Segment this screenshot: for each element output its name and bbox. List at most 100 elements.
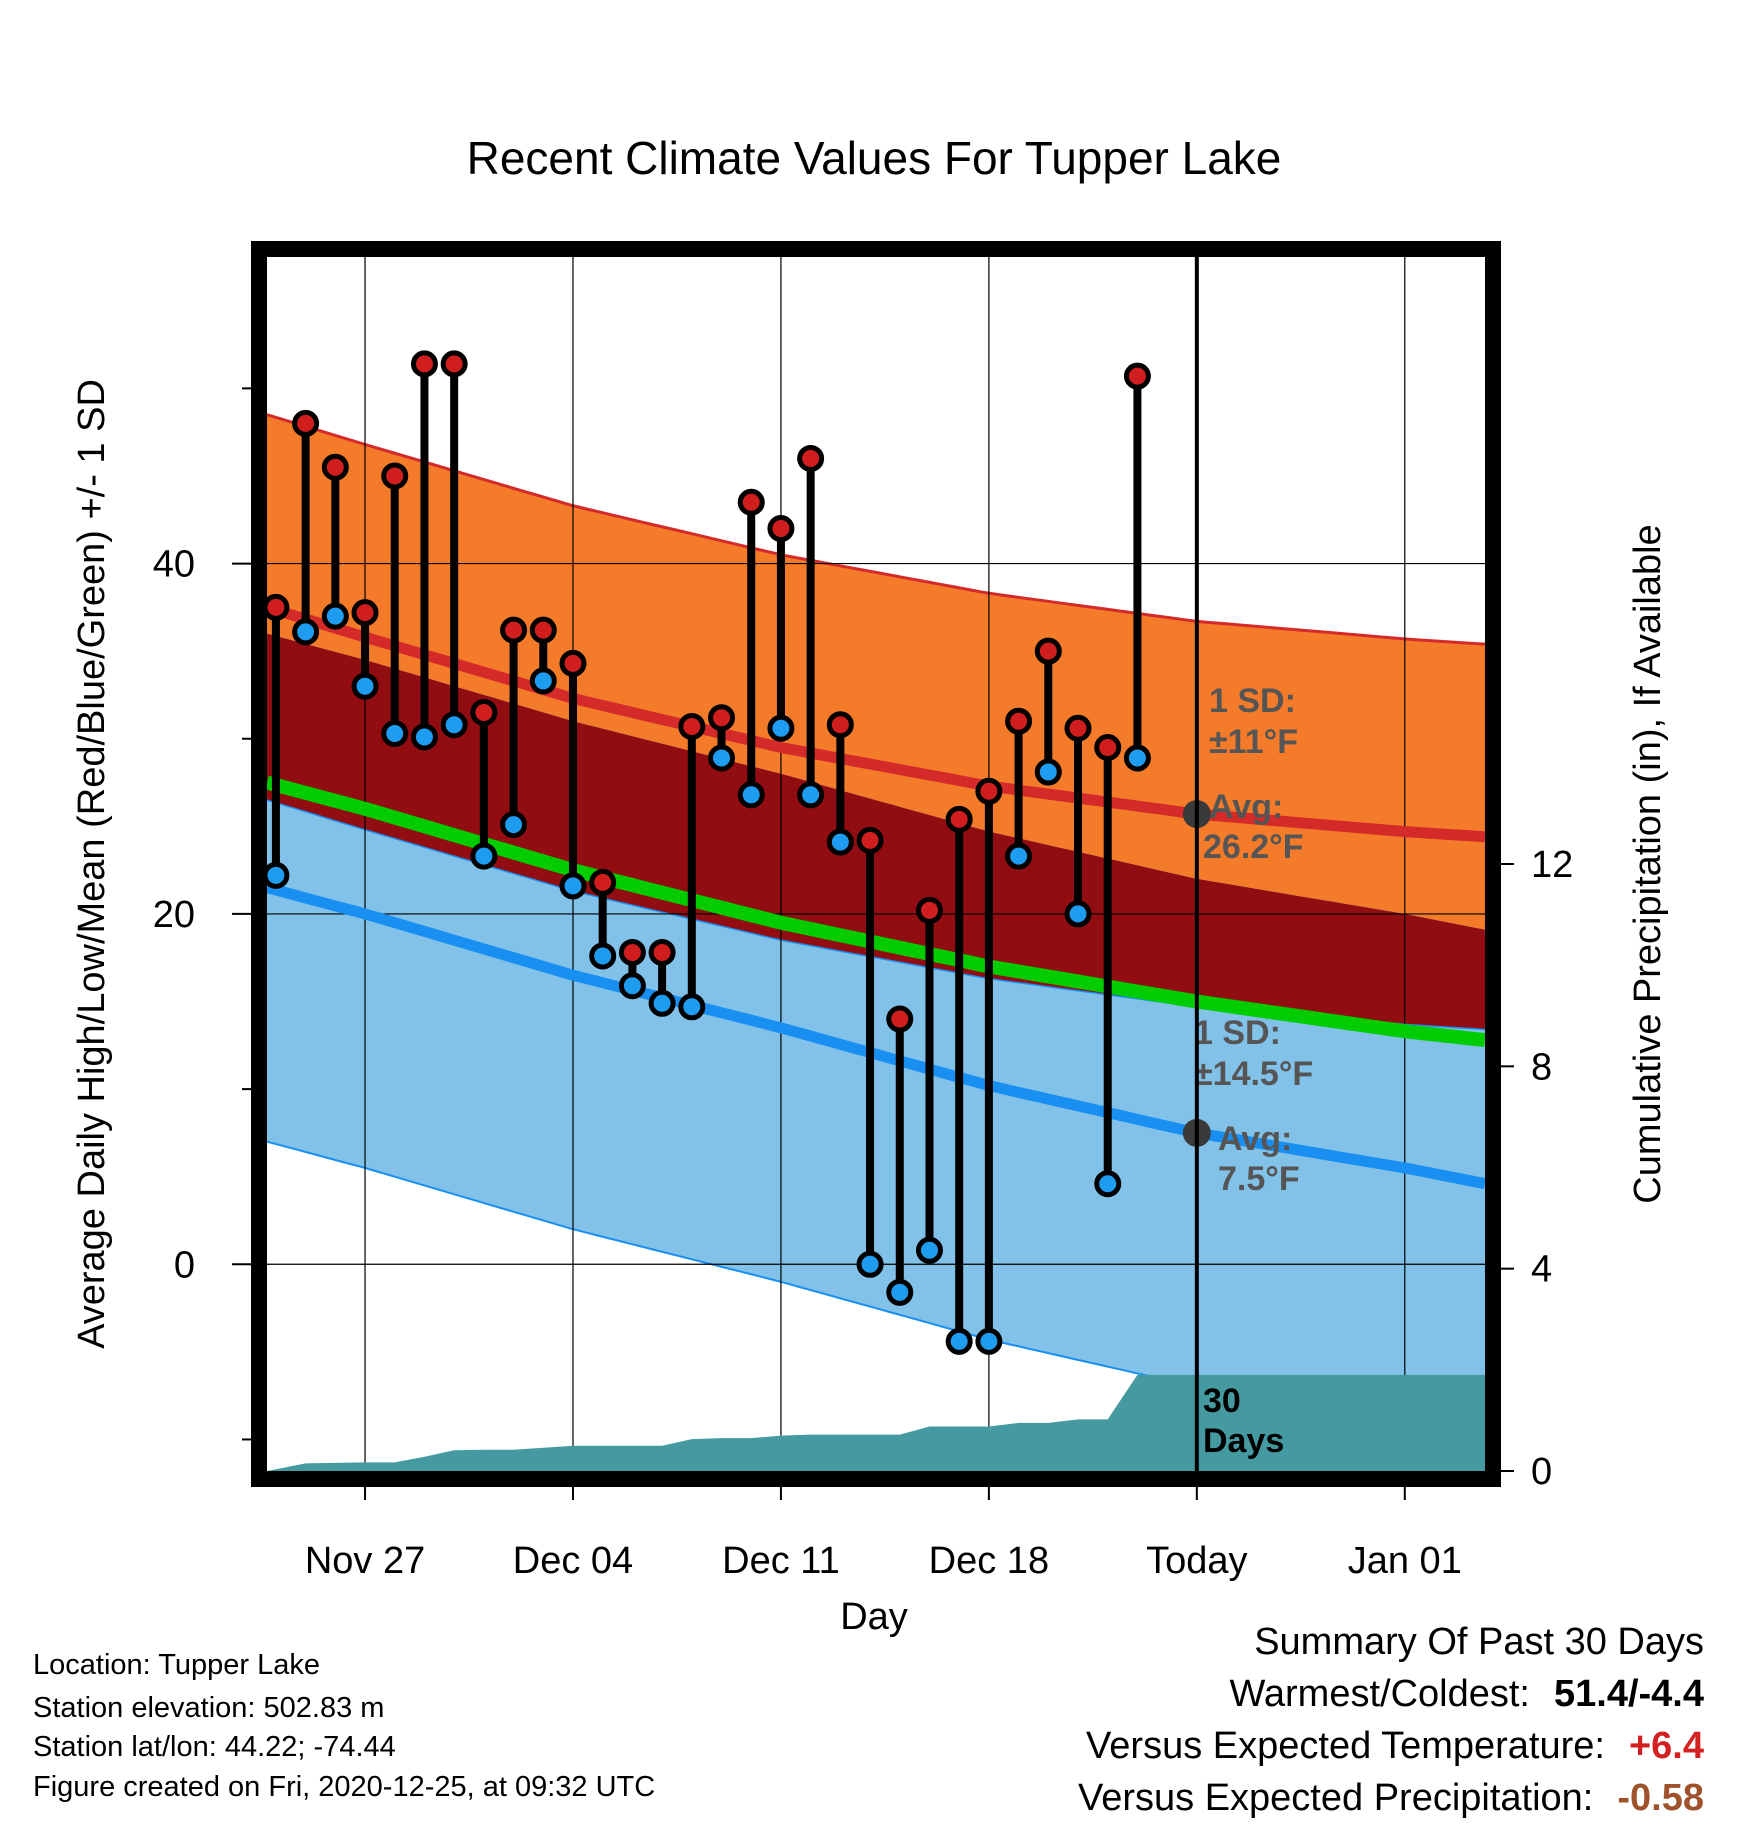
daily-markers: [262, 350, 1151, 1355]
high-marker: [678, 712, 706, 740]
x-tick-label: Dec 18: [929, 1540, 1049, 1582]
low-marker: [470, 842, 498, 870]
info-location: Location: Tupper Lake: [33, 1649, 320, 1681]
low-marker: [262, 861, 290, 889]
low-marker: [410, 723, 438, 751]
high-sd-upper-edge: [266, 413, 1486, 646]
high-marker: [945, 805, 973, 833]
window-count: 30: [1203, 1382, 1241, 1420]
high-marker: [648, 938, 676, 966]
high-marker: [886, 1005, 914, 1033]
high-marker: [381, 462, 409, 490]
y2-axis-label: Cumulative Precipitation (in), If Availa…: [1627, 524, 1669, 1203]
high-marker: [1094, 734, 1122, 762]
high-marker: [262, 593, 290, 621]
summary-warm-cold-label: Warmest/Coldest:: [1229, 1673, 1530, 1715]
y-axis: 0 20 40: [153, 387, 251, 1441]
summary-heading: Summary Of Past 30 Days: [1254, 1621, 1704, 1663]
x-tick-label: Dec 04: [513, 1540, 633, 1582]
x-axis-label: Day: [840, 1596, 908, 1638]
high-marker: [589, 868, 617, 896]
y-tick-label: 40: [153, 544, 195, 586]
low-avg-label: Avg:: [1218, 1120, 1292, 1158]
y2-tick-label: 8: [1531, 1046, 1552, 1088]
summary-warm-cold: Warmest/Coldest: 51.4/-4.4: [1229, 1675, 1704, 1713]
low-avg-line: [265, 882, 1487, 1190]
chart-title: Recent Climate Values For Tupper Lake: [467, 132, 1282, 184]
summary-temp-label: Versus Expected Temperature:: [1086, 1725, 1605, 1767]
low-marker: [767, 714, 795, 742]
summary-temp: Versus Expected Temperature: +6.4: [1086, 1727, 1704, 1765]
high-marker: [1064, 714, 1092, 742]
high-marker: [292, 409, 320, 437]
low-marker: [381, 719, 409, 747]
low-marker: [1123, 744, 1151, 772]
low-marker: [618, 972, 646, 1000]
y2-axis: 0 4 8 12: [1501, 844, 1573, 1493]
x-tick-label: Dec 11: [722, 1540, 840, 1582]
x-tick-label: Today: [1146, 1540, 1247, 1582]
low-marker: [1094, 1170, 1122, 1198]
normal-bands: [266, 413, 1486, 1439]
high-marker: [915, 896, 943, 924]
y-tick-label: 0: [174, 1244, 195, 1286]
low-marker: [945, 1327, 973, 1355]
low-marker: [797, 781, 825, 809]
precipitation-area: [267, 1374, 1485, 1471]
low-sd-value: ±14.5°F: [1194, 1055, 1313, 1093]
average-lines: [265, 602, 1487, 1190]
high-avg-line: [265, 602, 1486, 843]
x-tick-label: Jan 01: [1348, 1540, 1462, 1582]
high-marker: [1005, 707, 1033, 735]
mean-avg-line: [265, 775, 1486, 1048]
summary-precip: Versus Expected Precipitation: -0.58: [1078, 1779, 1704, 1817]
low-sd-label: 1 SD:: [1194, 1014, 1281, 1052]
high-marker: [618, 938, 646, 966]
info-latlon: Station lat/lon: 44.22; -74.44: [33, 1731, 396, 1763]
y-axis-label: Average Daily High/Low/Mean (Red/Blue/Gr…: [71, 379, 113, 1349]
x-axis: Nov 27 Dec 04 Dec 11 Dec 18 Today Jan 01: [305, 1487, 1462, 1582]
summary-temp-value: +6.4: [1628, 1725, 1704, 1767]
low-marker: [292, 618, 320, 646]
daily-range-stems: [271, 363, 1142, 1342]
plot-frame: [251, 241, 1501, 1487]
low-marker: [856, 1250, 884, 1278]
high-marker: [826, 711, 854, 739]
y2-tick-label: 4: [1531, 1249, 1552, 1291]
low-marker: [321, 602, 349, 630]
low-marker: [826, 828, 854, 856]
high-sd-value: ±11°F: [1209, 723, 1298, 761]
low-marker: [708, 744, 736, 772]
low-marker: [1064, 900, 1092, 928]
high-marker: [559, 649, 587, 677]
high-avg-value: 26.2°F: [1203, 828, 1304, 866]
high-marker: [856, 826, 884, 854]
low-marker: [1005, 842, 1033, 870]
low-marker: [351, 672, 379, 700]
low-marker: [648, 989, 676, 1017]
high-avg-label: Avg:: [1209, 788, 1283, 826]
high-marker: [737, 488, 765, 516]
summary-precip-label: Versus Expected Precipitation:: [1077, 1777, 1594, 1819]
low-marker: [886, 1278, 914, 1306]
y2-tick-label: 0: [1531, 1451, 1552, 1493]
low-marker: [1034, 758, 1062, 786]
high-sd-label: 1 SD:: [1209, 682, 1296, 720]
high-marker: [1123, 362, 1151, 390]
low-marker: [500, 811, 528, 839]
info-elevation: Station elevation: 502.83 m: [33, 1692, 385, 1724]
high-marker: [440, 350, 468, 378]
high-marker: [529, 616, 557, 644]
high-marker: [351, 599, 379, 627]
low-marker: [559, 872, 587, 900]
high-marker: [470, 698, 498, 726]
low-marker: [975, 1327, 1003, 1355]
high-marker: [797, 444, 825, 472]
low-marker: [678, 993, 706, 1021]
summary-warm-cold-value: 51.4/-4.4: [1554, 1673, 1704, 1715]
low-marker: [440, 711, 468, 739]
y2-tick-label: 12: [1531, 844, 1573, 886]
